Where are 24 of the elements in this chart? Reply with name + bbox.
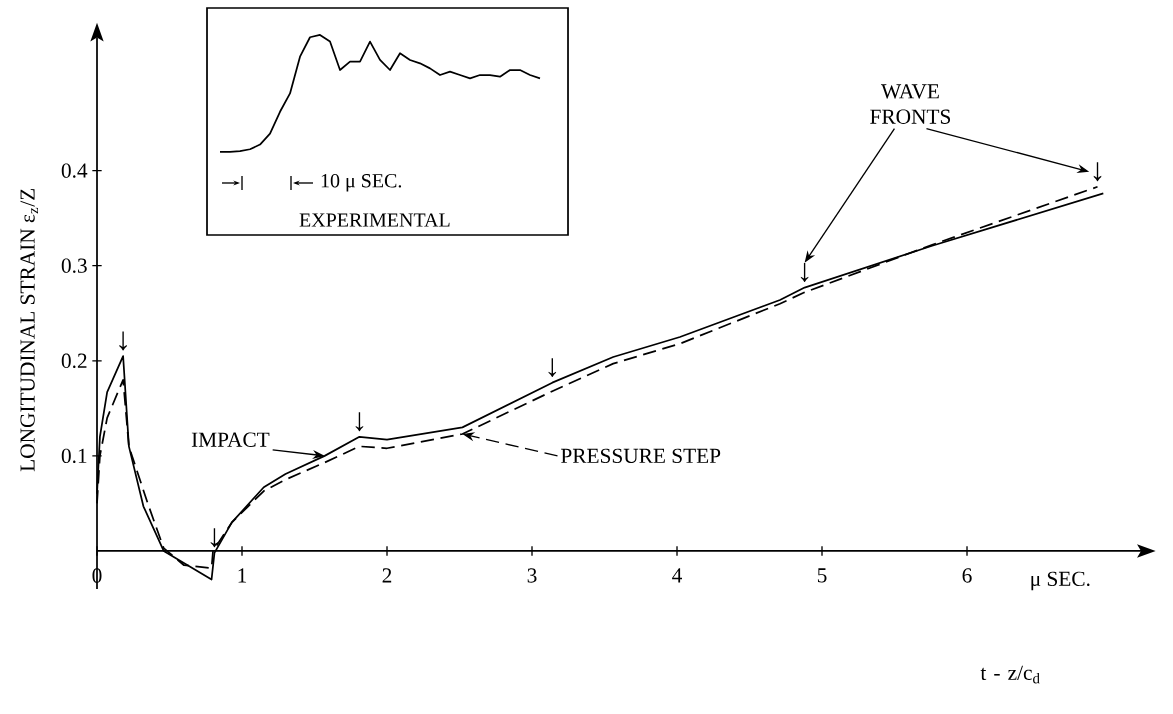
annotation: WAVE FRONTS bbox=[870, 84, 951, 124]
annotation: ↓ bbox=[355, 412, 364, 432]
y-axis-title: LONGITUDINAL STRAIN ε$_{z}$/Z bbox=[20, 188, 38, 472]
annotation: ↓ bbox=[210, 528, 219, 548]
annotation: ↓ bbox=[548, 358, 557, 378]
y-tick-label: 0.1 bbox=[61, 448, 87, 464]
annotation: ↓ bbox=[119, 331, 127, 351]
x-tick-label: 1 bbox=[238, 568, 247, 583]
x-axis-title: EXPERIMENTAL bbox=[299, 213, 450, 227]
x-tick-label: 3 bbox=[527, 568, 537, 583]
annotation: ↓ bbox=[1093, 162, 1102, 182]
x-axis-title: μ SEC. bbox=[1031, 571, 1090, 591]
x-tick-label: 5 bbox=[817, 568, 827, 583]
x-tick-label: 6 bbox=[962, 568, 972, 583]
y-tick-label: 0.4 bbox=[61, 163, 88, 178]
y-tick-label: 0.2 bbox=[61, 353, 87, 369]
legend-label: PRESSURE STEP bbox=[561, 448, 721, 464]
series-label: IMPACT bbox=[191, 432, 270, 447]
x-tick-label: 4 bbox=[672, 568, 682, 583]
annotation: ↓ bbox=[800, 263, 809, 282]
x-tick-label: 2 bbox=[382, 568, 392, 583]
text: t - z/c$_{d}$ bbox=[980, 665, 1040, 684]
annotation: 10 μ SEC. bbox=[321, 174, 402, 192]
y-tick-label: 0.3 bbox=[61, 258, 87, 273]
